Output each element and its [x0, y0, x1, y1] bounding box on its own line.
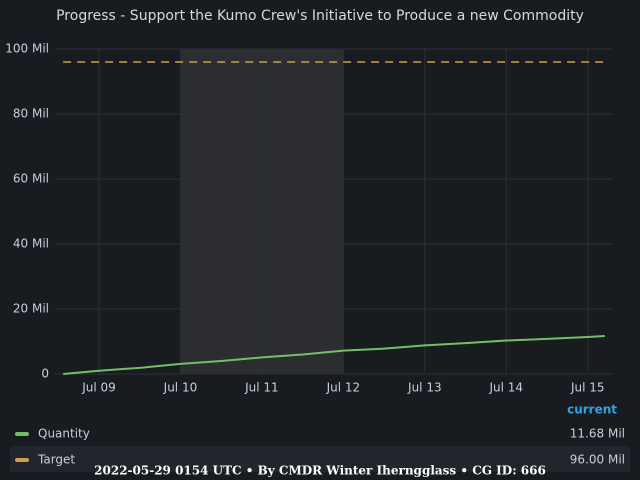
- x-tick-label: Jul 14: [489, 381, 524, 395]
- x-tick-label: Jul 13: [407, 381, 442, 395]
- y-tick-label: 100 Mil: [5, 42, 49, 56]
- legend-current: 96.00 Mil: [570, 453, 625, 467]
- legend-swatch[interactable]: [15, 432, 29, 436]
- legend-label[interactable]: Target: [37, 453, 75, 467]
- x-tick-label: Jul 09: [81, 381, 116, 395]
- chart-title: Progress - Support the Kumo Crew's Initi…: [56, 8, 584, 24]
- x-tick-label: Jul 10: [163, 381, 198, 395]
- x-tick-label: Jul 12: [326, 381, 361, 395]
- y-tick-label: 0: [41, 367, 49, 381]
- x-tick-label: Jul 11: [244, 381, 279, 395]
- y-tick-label: 40 Mil: [13, 237, 49, 251]
- series-line: [63, 335, 605, 375]
- footer: 2022-05-29 0154 UTC • By CMDR Winter Ihe…: [94, 464, 546, 478]
- legend-header[interactable]: current: [567, 403, 617, 417]
- y-tick-label: 60 Mil: [13, 172, 49, 186]
- x-tick-label: Jul 15: [570, 381, 605, 395]
- legend-swatch[interactable]: [15, 458, 29, 462]
- legend-current: 11.68 Mil: [570, 427, 625, 441]
- legend-row-bg: [10, 446, 630, 472]
- legend-label[interactable]: Quantity: [38, 427, 90, 441]
- y-tick-label: 20 Mil: [13, 302, 49, 316]
- y-tick-label: 80 Mil: [13, 107, 49, 121]
